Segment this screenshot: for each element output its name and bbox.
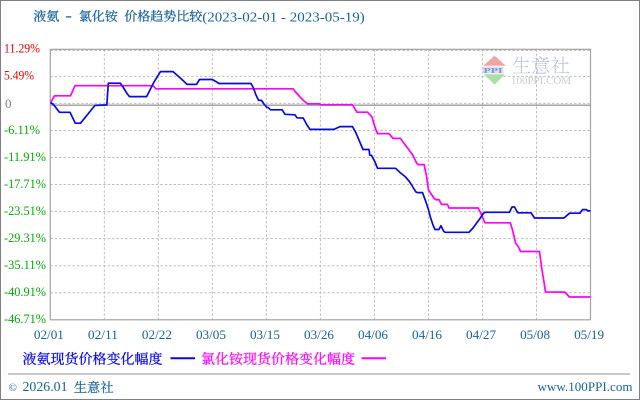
svg-text:-35.11%: -35.11% <box>4 257 46 272</box>
svg-text:2026.01: 2026.01 <box>23 380 68 395</box>
svg-text:02/22: 02/22 <box>142 327 172 342</box>
svg-text:04/06: 04/06 <box>358 327 388 342</box>
svg-text:-17.71%: -17.71% <box>4 176 46 191</box>
svg-text:11.29%: 11.29% <box>4 41 40 56</box>
svg-text:100PPI.COM: 100PPI.COM <box>511 76 571 87</box>
svg-text:02/01: 02/01 <box>34 327 64 342</box>
svg-text:www.100PPI.com: www.100PPI.com <box>538 379 633 394</box>
svg-text:-23.51%: -23.51% <box>4 203 46 218</box>
svg-text:-29.31%: -29.31% <box>4 230 46 245</box>
svg-text:(2023-02-01 - 2023-05-19): (2023-02-01 - 2023-05-19) <box>202 10 365 25</box>
svg-text:PPI: PPI <box>484 67 503 75</box>
svg-text:-6.11%: -6.11% <box>4 122 40 137</box>
svg-text:©: © <box>9 382 17 394</box>
svg-text:03/15: 03/15 <box>250 327 280 342</box>
svg-text:04/27: 04/27 <box>466 327 496 342</box>
svg-text:05/08: 05/08 <box>520 327 550 342</box>
svg-text:0: 0 <box>5 96 12 111</box>
svg-text:5.49%: 5.49% <box>4 68 34 83</box>
svg-text:-11.91%: -11.91% <box>4 149 46 164</box>
svg-text:-46.71%: -46.71% <box>4 311 46 326</box>
svg-text:03/26: 03/26 <box>304 327 334 342</box>
svg-text:05/19: 05/19 <box>574 327 604 342</box>
svg-text:-40.91%: -40.91% <box>4 284 46 299</box>
svg-text:02/11: 02/11 <box>88 327 118 342</box>
svg-text:03/05: 03/05 <box>196 327 226 342</box>
svg-text:04/16: 04/16 <box>412 327 442 342</box>
